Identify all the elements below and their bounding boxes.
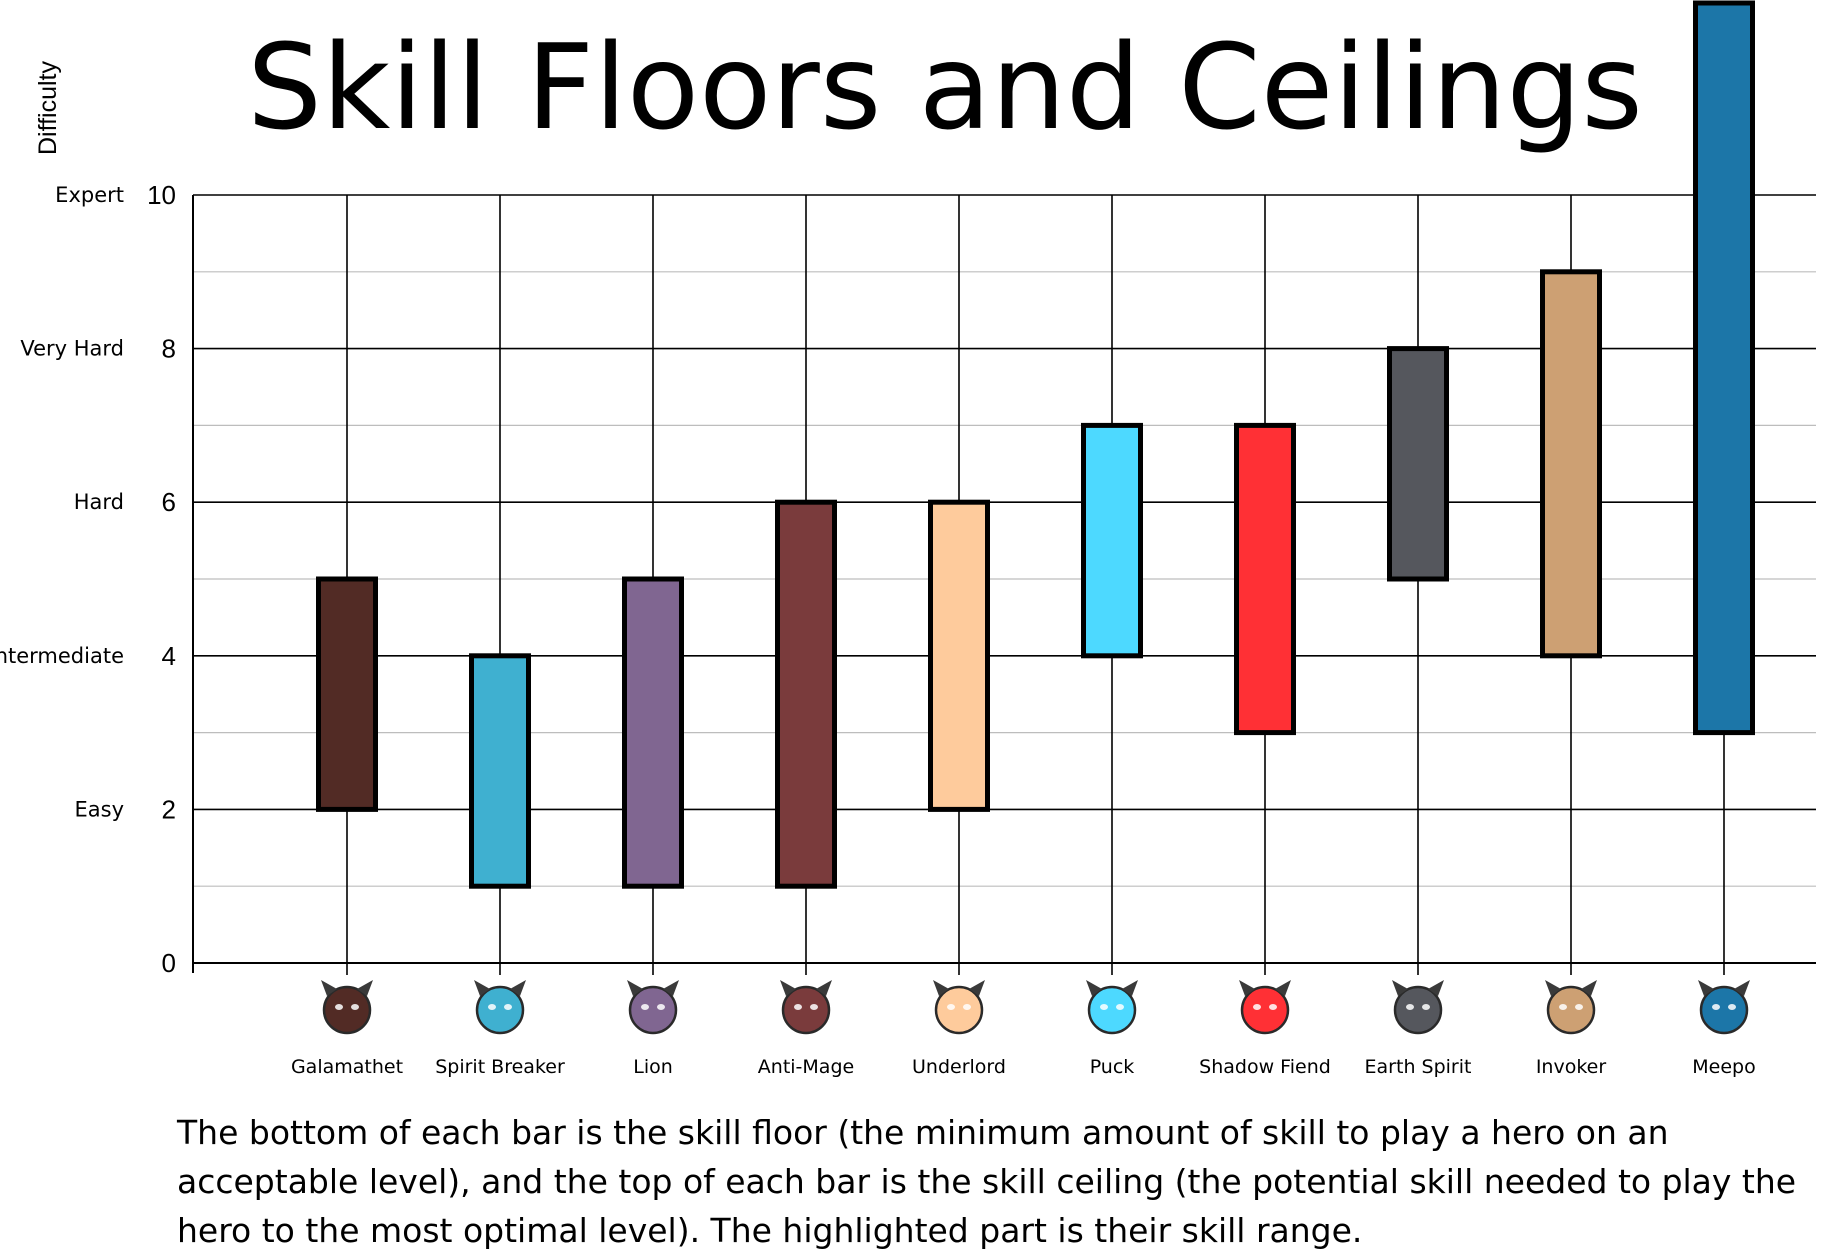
x-category-label: Puck bbox=[1090, 1056, 1135, 1078]
hero-portrait-icon bbox=[474, 980, 526, 1035]
hero-portrait-horn bbox=[1239, 980, 1255, 996]
hero-portrait-eye bbox=[1116, 1004, 1124, 1010]
hero-portrait-face bbox=[1087, 985, 1137, 1035]
chart-caption: The bottom of each bar is the skill floo… bbox=[177, 1113, 1797, 1250]
hero-portrait-face bbox=[781, 985, 831, 1035]
hero-portrait-face bbox=[1393, 985, 1443, 1035]
difficulty-level-label: Easy bbox=[74, 797, 124, 821]
hero-portrait-horn bbox=[1122, 980, 1138, 996]
hero-icon-layer bbox=[321, 980, 1750, 1035]
hero-portrait-eye bbox=[1559, 1004, 1567, 1010]
axis-layer bbox=[192, 195, 1816, 973]
label-layer: 0 2 4 6 8 10 Easy Intermediate Hard Very Hard Expe… bbox=[0, 180, 1756, 1078]
range-bar-spirit-breaker bbox=[469, 653, 531, 889]
hero-portrait-eye bbox=[1253, 1004, 1261, 1010]
hero-portrait-eye bbox=[488, 1004, 496, 1010]
x-category-label: Spirit Breaker bbox=[435, 1056, 565, 1078]
hero-portrait-icon bbox=[933, 980, 985, 1035]
hero-portrait-eye bbox=[810, 1004, 818, 1010]
hero-portrait-face bbox=[1699, 985, 1749, 1035]
hero-portrait-eye bbox=[1269, 1004, 1277, 1010]
hero-portrait-eye bbox=[1575, 1004, 1583, 1010]
hero-portrait-icon bbox=[321, 980, 373, 1035]
x-category-label: Lion bbox=[633, 1056, 673, 1078]
hero-portrait-icon bbox=[1545, 980, 1597, 1035]
difficulty-level-label: Hard bbox=[74, 490, 124, 514]
difficulty-level-label: Intermediate bbox=[0, 644, 124, 668]
hero-portrait-eye bbox=[1422, 1004, 1430, 1010]
hero-portrait-horn bbox=[1698, 980, 1714, 996]
hero-portrait-horn bbox=[663, 980, 679, 996]
hero-portrait-horn bbox=[474, 980, 490, 996]
x-category-label: Galamathet bbox=[291, 1056, 403, 1078]
hero-portrait-face bbox=[1240, 985, 1290, 1035]
hero-portrait-horn bbox=[1581, 980, 1597, 996]
hero-portrait-eye bbox=[1712, 1004, 1720, 1010]
hero-portrait-horn bbox=[816, 980, 832, 996]
x-category-label: Invoker bbox=[1536, 1056, 1607, 1078]
hero-portrait-face bbox=[475, 985, 525, 1035]
hero-portrait-eye bbox=[351, 1004, 359, 1010]
hero-portrait-eye bbox=[794, 1004, 802, 1010]
hero-portrait-horn bbox=[969, 980, 985, 996]
hero-portrait-icon bbox=[627, 980, 679, 1035]
hero-portrait-horn bbox=[1086, 980, 1102, 996]
range-bar-invoker bbox=[1540, 269, 1602, 659]
hero-portrait-horn bbox=[510, 980, 526, 996]
y-axis-label: Difficulty bbox=[34, 61, 62, 156]
hero-portrait-face bbox=[1546, 985, 1596, 1035]
hero-portrait-eye bbox=[504, 1004, 512, 1010]
bar-layer bbox=[316, 0, 1755, 889]
range-bar-lion bbox=[622, 576, 684, 889]
x-category-label: Anti-Mage bbox=[758, 1056, 854, 1078]
hero-portrait-horn bbox=[1545, 980, 1561, 996]
y-tick-label: 10 bbox=[147, 180, 176, 210]
hero-portrait-icon bbox=[1086, 980, 1138, 1035]
range-bar-anti-mage bbox=[775, 499, 837, 889]
range-bar-underlord bbox=[928, 499, 990, 812]
difficulty-level-label: Very Hard bbox=[20, 337, 124, 361]
hero-portrait-horn bbox=[627, 980, 643, 996]
hero-portrait-horn bbox=[1392, 980, 1408, 996]
y-tick-label: 6 bbox=[162, 487, 176, 517]
chart-title: Skill Floors and Ceilings bbox=[247, 18, 1643, 156]
hero-portrait-eye bbox=[1100, 1004, 1108, 1010]
range-bar-meepo bbox=[1693, 0, 1755, 736]
hero-portrait-horn bbox=[933, 980, 949, 996]
hero-portrait-icon bbox=[1698, 980, 1750, 1035]
hero-portrait-eye bbox=[335, 1004, 343, 1010]
hero-portrait-eye bbox=[963, 1004, 971, 1010]
x-category-label: Shadow Fiend bbox=[1199, 1056, 1331, 1078]
difficulty-level-label: Expert bbox=[55, 183, 124, 207]
hero-portrait-face bbox=[322, 985, 372, 1035]
hero-portrait-eye bbox=[947, 1004, 955, 1010]
hero-portrait-eye bbox=[1728, 1004, 1736, 1010]
hero-portrait-horn bbox=[357, 980, 373, 996]
hero-portrait-icon bbox=[1392, 980, 1444, 1035]
hero-portrait-horn bbox=[1734, 980, 1750, 996]
x-category-label: Earth Spirit bbox=[1365, 1056, 1472, 1078]
y-tick-label: 4 bbox=[162, 641, 176, 671]
hero-portrait-face bbox=[934, 985, 984, 1035]
y-tick-label: 8 bbox=[162, 334, 176, 364]
range-bar-galamathet bbox=[316, 576, 378, 812]
range-bar-earth-spirit bbox=[1387, 346, 1449, 582]
hero-portrait-eye bbox=[641, 1004, 649, 1010]
hero-portrait-icon bbox=[1239, 980, 1291, 1035]
y-tick-label: 0 bbox=[162, 948, 176, 978]
range-bar-shadow-fiend bbox=[1234, 422, 1296, 736]
hero-portrait-horn bbox=[1275, 980, 1291, 996]
x-category-label: Meepo bbox=[1692, 1056, 1755, 1078]
x-category-label: Underlord bbox=[912, 1056, 1006, 1078]
y-tick-label: 2 bbox=[162, 794, 176, 824]
hero-portrait-horn bbox=[780, 980, 796, 996]
range-bar-puck bbox=[1081, 422, 1143, 659]
hero-portrait-icon bbox=[780, 980, 832, 1035]
hero-portrait-horn bbox=[1428, 980, 1444, 996]
hero-portrait-face bbox=[628, 985, 678, 1035]
hero-portrait-horn bbox=[321, 980, 337, 996]
hero-portrait-eye bbox=[657, 1004, 665, 1010]
hero-portrait-eye bbox=[1406, 1004, 1414, 1010]
